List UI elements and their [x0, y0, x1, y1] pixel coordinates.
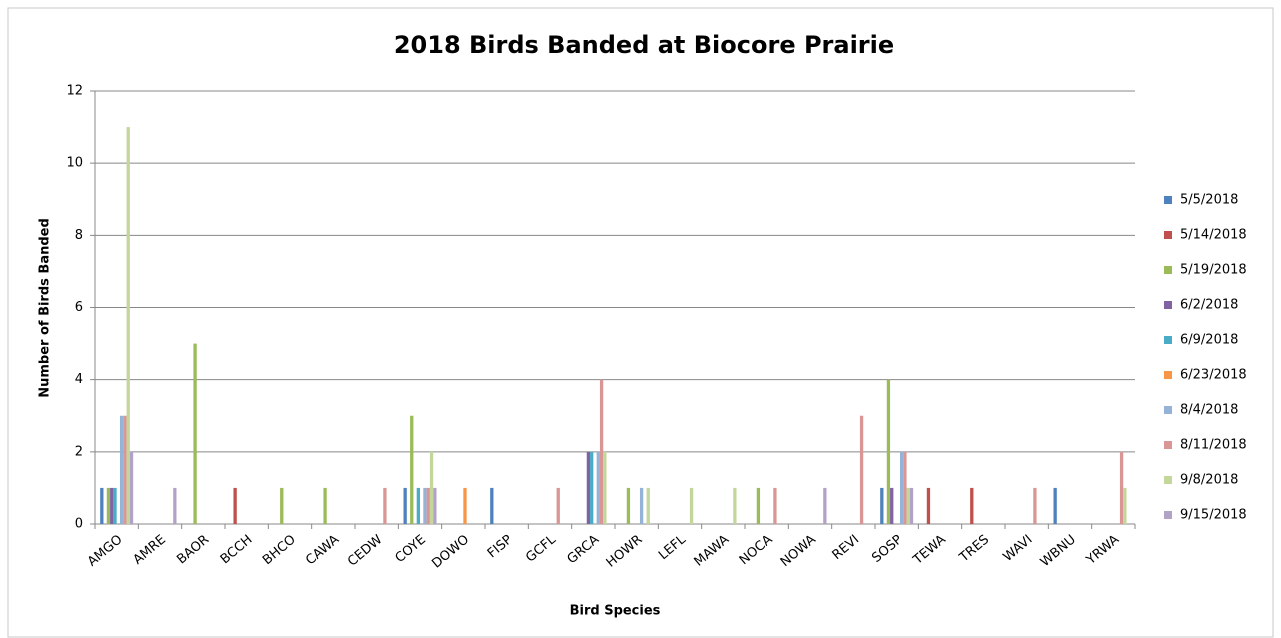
- legend-swatch: [1164, 196, 1172, 204]
- bar: [123, 415, 127, 524]
- bar: [689, 487, 694, 524]
- bar: [603, 451, 607, 524]
- legend-label: 8/11/2018: [1180, 438, 1247, 453]
- bar: [596, 451, 600, 524]
- legend-label: 9/8/2018: [1180, 473, 1238, 488]
- bar: [756, 487, 761, 524]
- bar: [106, 487, 111, 524]
- bar: [823, 487, 827, 524]
- bar: [733, 487, 737, 524]
- y-tick-label: 10: [66, 156, 83, 171]
- legend-label: 5/5/2018: [1180, 193, 1238, 208]
- bar: [599, 379, 604, 524]
- bar: [173, 487, 177, 524]
- legend-swatch: [1164, 371, 1172, 379]
- bar: [1119, 451, 1124, 524]
- legend-label: 9/15/2018: [1180, 508, 1247, 523]
- bar: [383, 487, 387, 524]
- bar: [970, 487, 974, 524]
- y-tick-label: 4: [75, 372, 83, 387]
- legend-label: 5/14/2018: [1180, 228, 1247, 243]
- bar: [416, 487, 420, 524]
- bar: [426, 487, 430, 524]
- bar: [556, 487, 560, 524]
- y-tick-label: 2: [75, 444, 83, 459]
- bar: [899, 451, 904, 524]
- chart-title: 2018 Birds Banded at Biocore Prairie: [394, 31, 894, 59]
- bar: [429, 451, 434, 524]
- bar: [890, 487, 894, 524]
- legend-label: 8/4/2018: [1180, 403, 1238, 418]
- legend-swatch: [1164, 406, 1172, 414]
- bar: [323, 487, 327, 524]
- bar: [909, 487, 914, 524]
- chart-frame: [7, 7, 1274, 638]
- bar: [1123, 487, 1127, 524]
- bar: [586, 451, 591, 524]
- bar: [433, 487, 437, 524]
- bar: [403, 487, 407, 524]
- bar: [129, 451, 134, 524]
- bar: [926, 487, 931, 524]
- bar: [410, 415, 414, 524]
- bar: [119, 415, 124, 524]
- legend-swatch: [1164, 441, 1172, 449]
- bar: [646, 487, 650, 524]
- bar: [1053, 487, 1057, 524]
- y-axis-title: Number of Birds Banded: [38, 218, 53, 398]
- legend-label: 6/23/2018: [1180, 368, 1247, 383]
- bar: [126, 127, 130, 524]
- legend-swatch: [1164, 336, 1172, 344]
- y-tick-label: 6: [75, 300, 83, 315]
- bar: [110, 487, 114, 524]
- x-axis-title: Bird Species: [570, 604, 661, 619]
- bar: [773, 487, 777, 524]
- legend-swatch: [1164, 511, 1172, 519]
- legend-label: 6/9/2018: [1180, 333, 1238, 348]
- bar: [859, 415, 864, 524]
- legend-swatch: [1164, 476, 1172, 484]
- bar: [1033, 487, 1037, 524]
- bar: [193, 343, 197, 524]
- bar: [626, 487, 631, 524]
- bar: [886, 379, 891, 524]
- bar: [880, 487, 884, 524]
- bar: [590, 451, 594, 524]
- bar: [463, 487, 467, 524]
- bar: [423, 487, 427, 524]
- bar: [233, 487, 237, 524]
- bar: [906, 487, 910, 524]
- legend-swatch: [1164, 231, 1172, 239]
- bar: [113, 487, 117, 524]
- bar: [100, 487, 104, 524]
- y-tick-label: 12: [66, 84, 83, 99]
- legend-swatch: [1164, 301, 1172, 309]
- bar: [280, 487, 284, 524]
- bar: [903, 451, 907, 524]
- legend-label: 5/19/2018: [1180, 263, 1247, 278]
- y-tick-label: 8: [75, 228, 83, 243]
- bar: [639, 487, 644, 524]
- bar: [490, 487, 494, 524]
- y-tick-label: 0: [75, 517, 83, 532]
- legend-swatch: [1164, 266, 1172, 274]
- legend-label: 6/2/2018: [1180, 298, 1238, 313]
